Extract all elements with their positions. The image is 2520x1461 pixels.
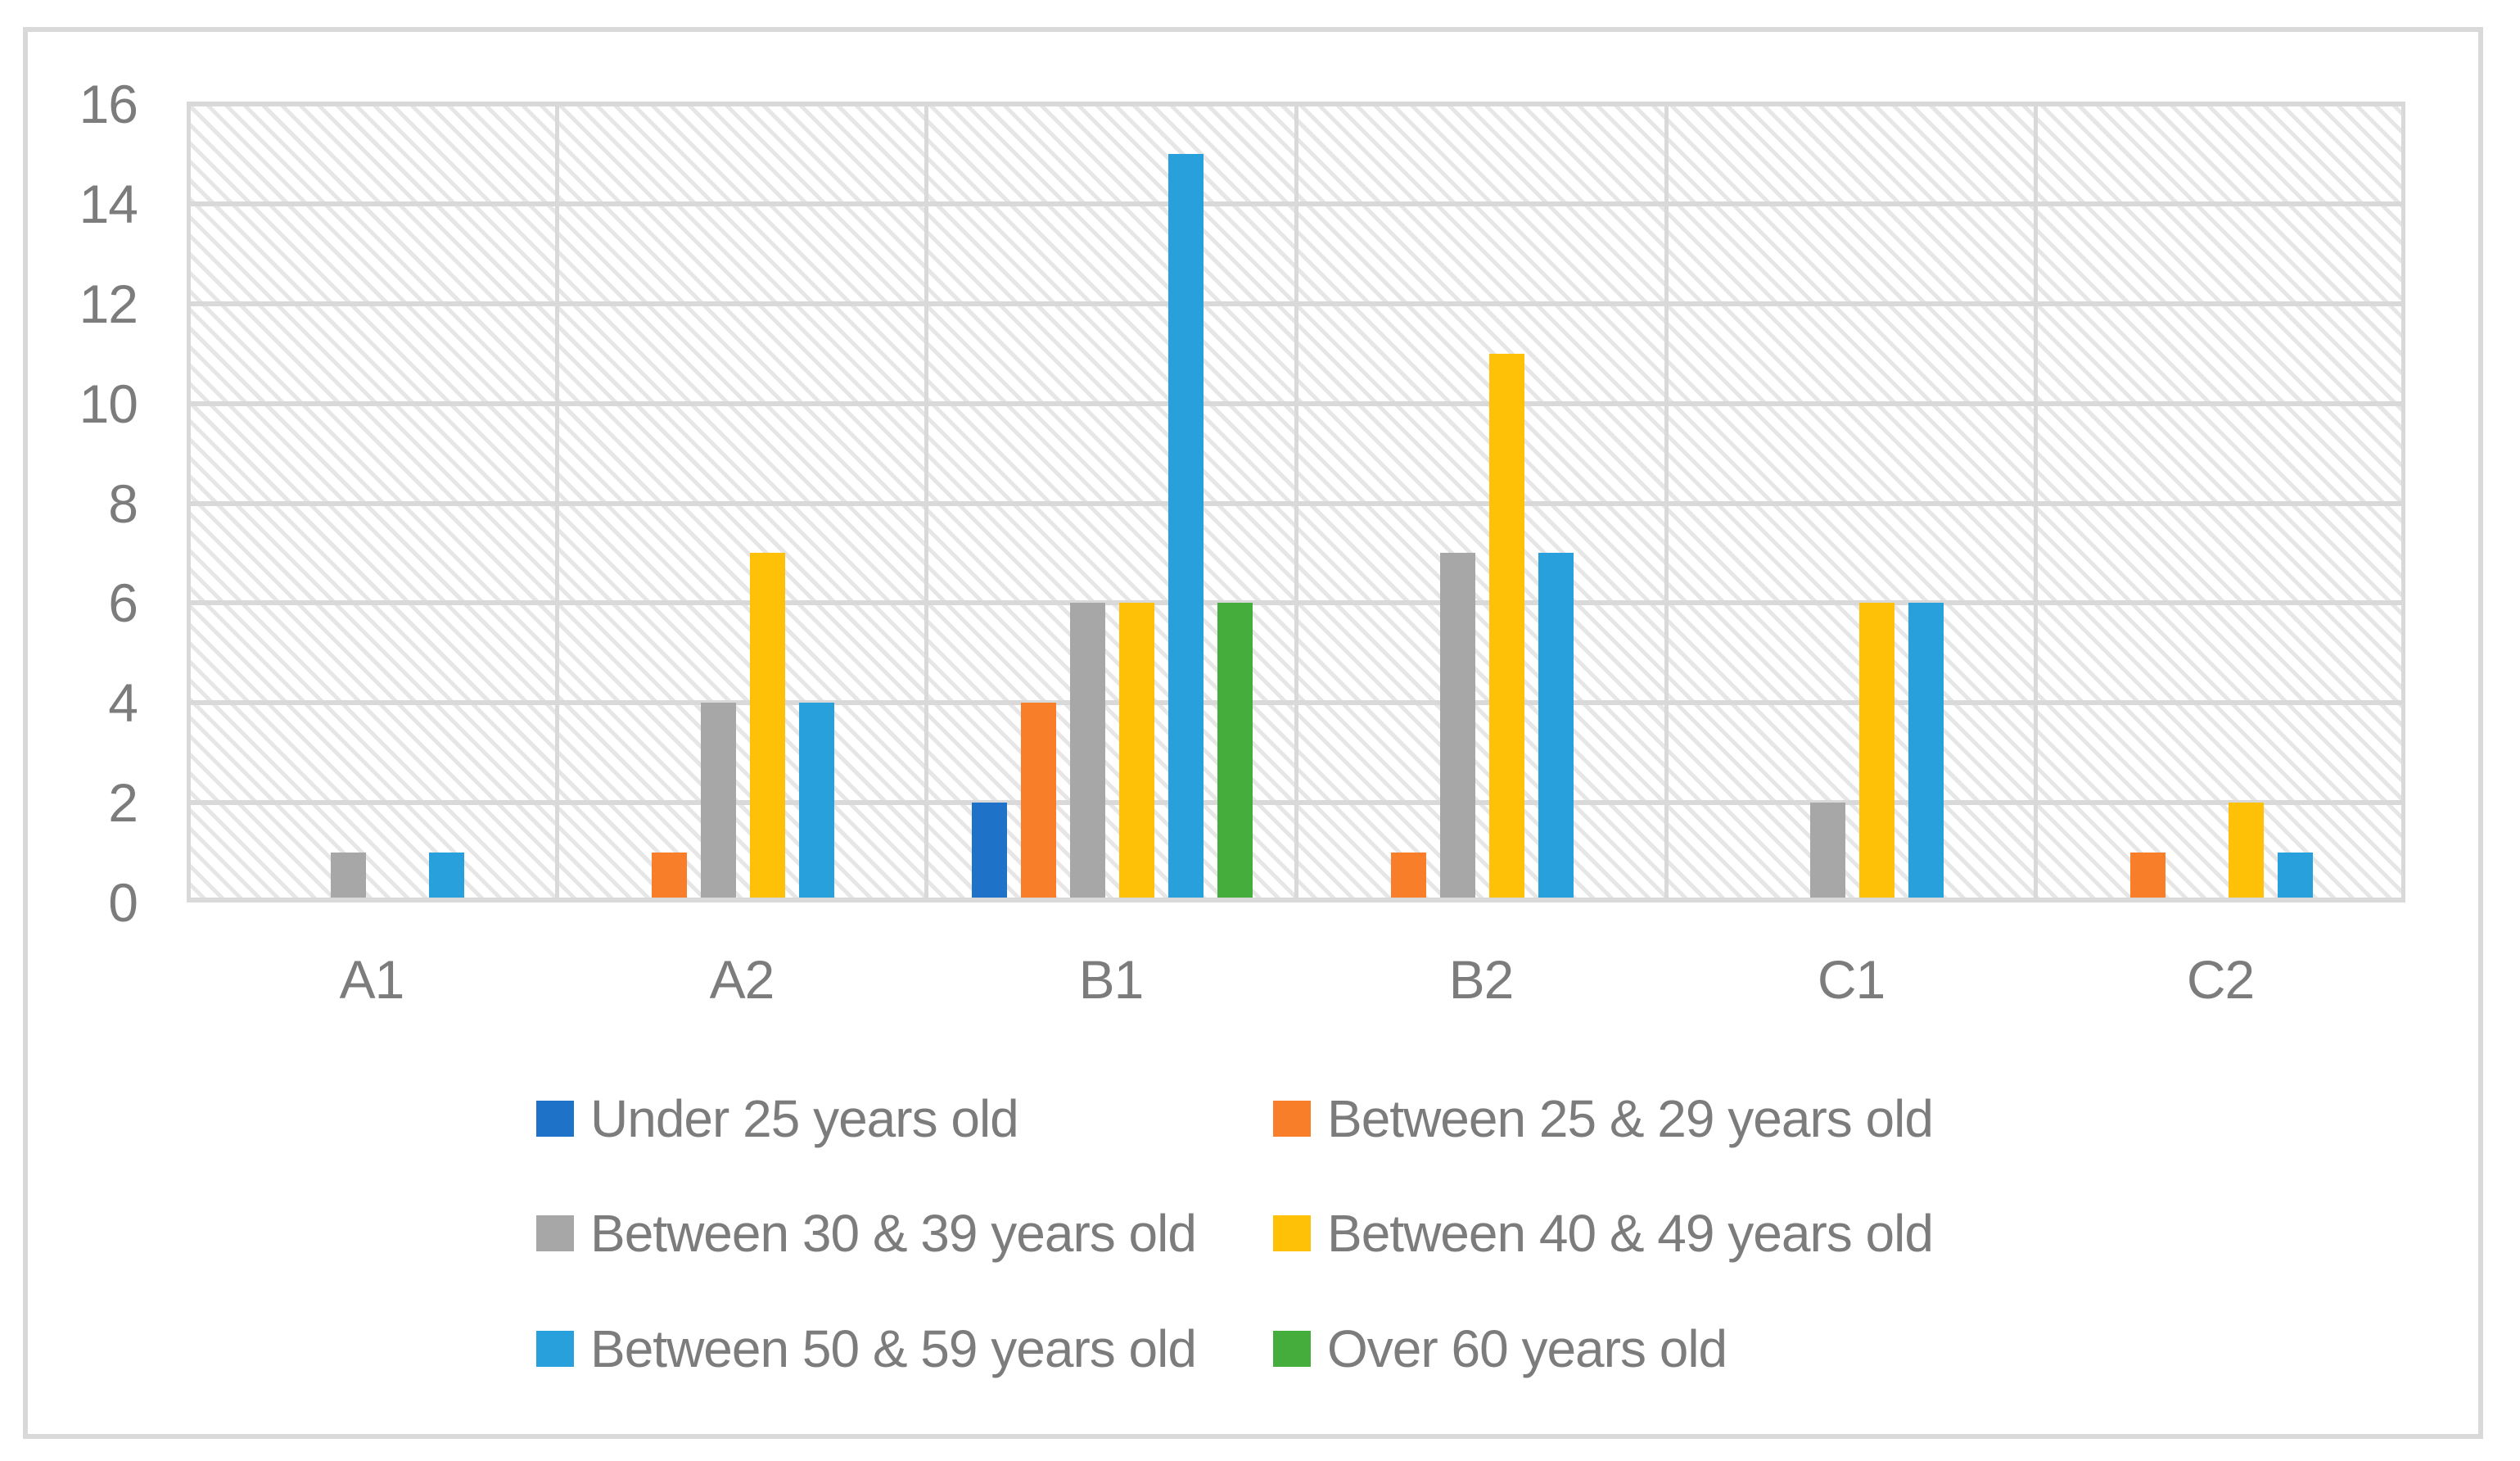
v-gridline-5 <box>2034 104 2038 902</box>
legend-swatch-icon <box>536 1101 574 1137</box>
bar-b1-series2 <box>1021 703 1056 900</box>
v-gridline-1 <box>555 104 559 902</box>
y-tick-label-10: 10 <box>79 373 138 434</box>
bar-c1-series4 <box>1859 603 1895 900</box>
y-tick-label-16: 16 <box>79 74 138 134</box>
y-tick-label-6: 6 <box>108 572 138 634</box>
legend-label: Between 50 & 59 years old <box>590 1319 1197 1378</box>
legend-label: Over 60 years old <box>1327 1319 1727 1378</box>
legend-label: Between 25 & 29 years old <box>1327 1089 1934 1148</box>
bar-a2-series5 <box>799 703 834 900</box>
legend-label: Between 40 & 49 years old <box>1327 1204 1934 1263</box>
y-tick-label-8: 8 <box>108 473 138 534</box>
legend-swatch-icon <box>1273 1331 1311 1367</box>
bar-a1-series3 <box>331 853 366 900</box>
plot-area <box>187 102 2405 902</box>
legend-item-series5: Between 50 & 59 years old <box>536 1319 1197 1378</box>
bar-a2-series3 <box>701 703 736 900</box>
legend-swatch-icon <box>1273 1215 1311 1251</box>
bar-b2-series3 <box>1440 553 1475 900</box>
bar-a2-series2 <box>652 853 687 900</box>
bar-a1-series5 <box>429 853 464 900</box>
bar-b2-series2 <box>1391 853 1426 900</box>
bar-b1-series1 <box>972 803 1007 900</box>
x-category-label-c2: C2 <box>2186 949 2255 1010</box>
x-category-label-a2: A2 <box>709 949 775 1010</box>
v-gridline-2 <box>924 104 928 902</box>
bar-b2-series4 <box>1489 354 1524 900</box>
legend-item-series6: Over 60 years old <box>1273 1319 1727 1378</box>
x-category-label-a1: A1 <box>339 949 405 1010</box>
bar-c2-series5 <box>2278 853 2313 900</box>
y-tick-label-2: 2 <box>108 772 138 834</box>
bar-b1-series4 <box>1119 603 1154 900</box>
x-category-label-b1: B1 <box>1078 949 1145 1010</box>
y-tick-label-12: 12 <box>79 273 138 334</box>
bar-b2-series5 <box>1538 553 1574 900</box>
x-category-label-c1: C1 <box>1817 949 1885 1010</box>
legend-label: Between 30 & 39 years old <box>590 1204 1197 1263</box>
legend-item-series1: Under 25 years old <box>536 1089 1019 1148</box>
legend-label: Under 25 years old <box>590 1089 1019 1148</box>
bar-b1-series6 <box>1217 603 1253 900</box>
v-gridline-3 <box>1294 104 1298 902</box>
bar-b1-series3 <box>1070 603 1105 900</box>
y-tick-label-4: 4 <box>108 672 138 734</box>
bar-a2-series4 <box>750 553 785 900</box>
y-tick-label-0: 0 <box>108 872 138 933</box>
legend-item-series2: Between 25 & 29 years old <box>1273 1089 1934 1148</box>
v-gridline-4 <box>1664 104 1669 902</box>
x-category-label-b2: B2 <box>1448 949 1515 1010</box>
v-gridline-6 <box>2401 104 2405 902</box>
legend-item-series3: Between 30 & 39 years old <box>536 1204 1197 1263</box>
y-tick-label-14: 14 <box>79 173 138 234</box>
bar-c2-series4 <box>2229 803 2264 900</box>
bar-c2-series2 <box>2130 853 2165 900</box>
legend-swatch-icon <box>1273 1101 1311 1137</box>
bar-c1-series5 <box>1908 603 1944 900</box>
v-gridline-0 <box>187 104 191 902</box>
legend-item-series4: Between 40 & 49 years old <box>1273 1204 1934 1263</box>
bar-b1-series5 <box>1168 154 1204 900</box>
bar-c1-series3 <box>1810 803 1845 900</box>
x-axis-line <box>187 898 2405 902</box>
legend-swatch-icon <box>536 1215 574 1251</box>
legend-swatch-icon <box>536 1331 574 1367</box>
